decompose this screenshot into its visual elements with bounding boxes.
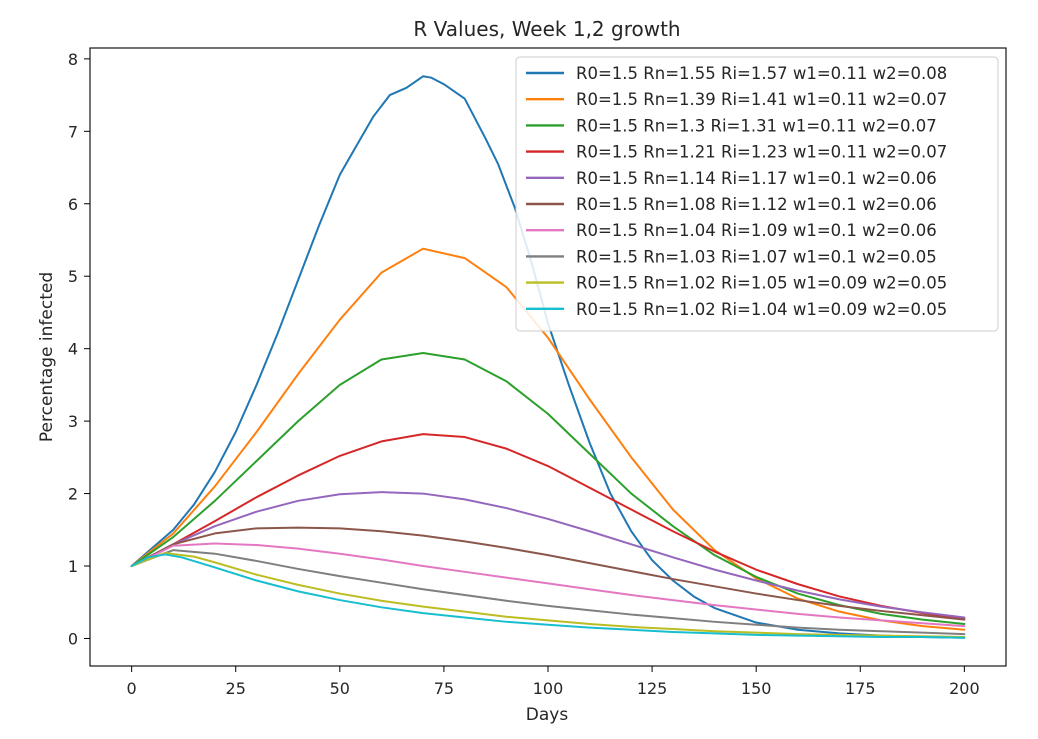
y-tick-label: 4	[68, 340, 78, 359]
y-tick-label: 8	[68, 50, 78, 69]
legend-box	[515, 56, 999, 332]
series-line-2	[130, 247, 966, 631]
legend-label-5: R0=1.5 Rn=1.14 Ri=1.17 w1=0.1 w2=0.06	[576, 169, 937, 188]
series-line-1	[130, 75, 966, 639]
x-tick-label: 100	[533, 679, 564, 698]
y-tick-label: 5	[68, 267, 78, 286]
legend-label-9: R0=1.5 Rn=1.02 Ri=1.05 w1=0.09 w2=0.05	[576, 274, 947, 293]
x-tick-label: 125	[637, 679, 668, 698]
x-axis-label: Days	[526, 705, 569, 725]
series-line-7	[130, 542, 966, 628]
x-tick-label: 175	[845, 679, 876, 698]
legend-label-3: R0=1.5 Rn=1.3 Ri=1.31 w1=0.11 w2=0.07	[576, 116, 937, 135]
legend-label-7: R0=1.5 Rn=1.04 Ri=1.09 w1=0.1 w2=0.06	[576, 221, 937, 240]
y-tick-label: 7	[68, 122, 78, 141]
series-line-10	[130, 553, 966, 639]
y-tick-label: 2	[68, 485, 78, 504]
x-tick-label: 200	[949, 679, 980, 698]
x-tick-label: 25	[226, 679, 246, 698]
plot-area: 0 25 50 75 100 125 150 175 200 0 1 2 3 4 5 6 7 8	[68, 47, 1007, 698]
series-line-8	[130, 549, 966, 636]
y-axis-label: Percentage infected	[37, 272, 57, 442]
y-tick-label: 0	[68, 629, 78, 648]
x-tick-label: 0	[127, 679, 137, 698]
series-line-6	[130, 526, 966, 621]
legend-label-8: R0=1.5 Rn=1.03 Ri=1.07 w1=0.1 w2=0.05	[576, 247, 937, 266]
x-tick-label: 75	[434, 679, 454, 698]
series-line-3	[130, 352, 966, 625]
legend-label-2: R0=1.5 Rn=1.39 Ri=1.41 w1=0.11 w2=0.07	[576, 90, 947, 109]
x-tick-label: 150	[741, 679, 772, 698]
legend: R0=1.5 Rn=1.55 Ri=1.57 w1=0.11 w2=0.08 R0…	[515, 56, 999, 332]
series-line-4	[130, 433, 966, 620]
chart-title: R Values, Week 1,2 growth	[413, 17, 680, 41]
legend-label-10: R0=1.5 Rn=1.02 Ri=1.04 w1=0.09 w2=0.05	[576, 300, 947, 319]
legend-label-1: R0=1.5 Rn=1.55 Ri=1.57 w1=0.11 w2=0.08	[576, 64, 947, 83]
series-line-9	[130, 551, 966, 639]
legend-label-4: R0=1.5 Rn=1.21 Ri=1.23 w1=0.11 w2=0.07	[576, 143, 947, 162]
series-line-5	[130, 491, 966, 619]
y-tick-label: 1	[68, 557, 78, 576]
y-tick-label: 3	[68, 412, 78, 431]
legend-label-6: R0=1.5 Rn=1.08 Ri=1.12 w1=0.1 w2=0.06	[576, 195, 937, 214]
x-tick-label: 50	[330, 679, 350, 698]
y-tick-label: 6	[68, 195, 78, 214]
